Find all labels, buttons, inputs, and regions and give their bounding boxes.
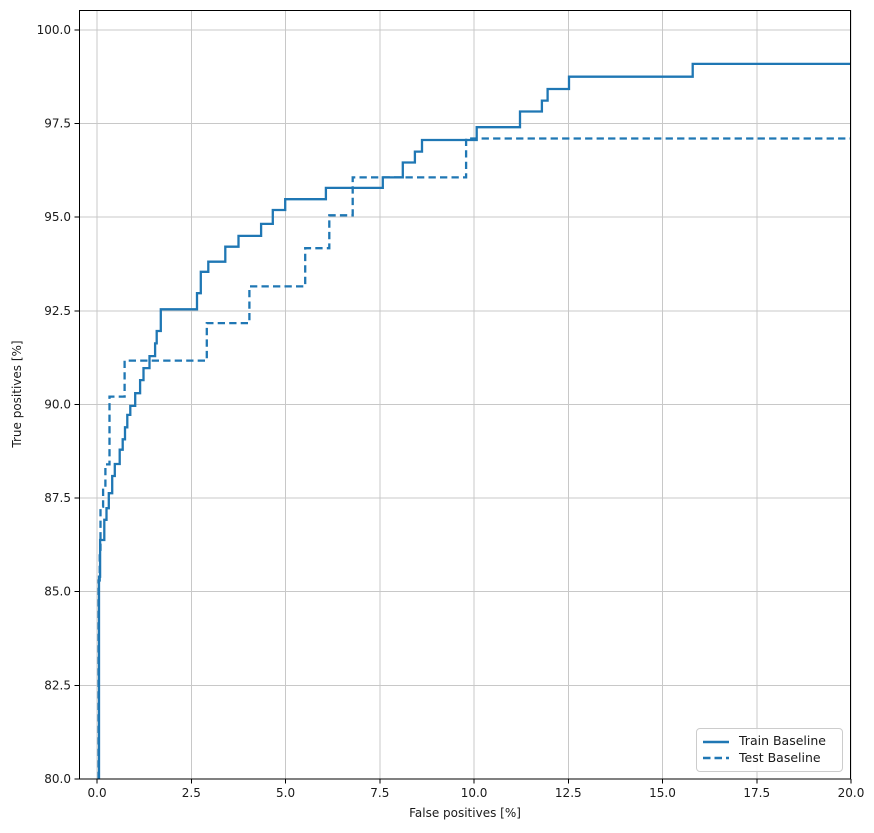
x-axis-label: False positives [%] <box>409 806 521 820</box>
x-tick-label: 20.0 <box>838 786 865 800</box>
legend-label-test: Test Baseline <box>739 750 821 766</box>
y-tick-label: 85.0 <box>44 585 71 599</box>
y-axis-label: True positives [%] <box>10 340 24 448</box>
legend: Train Baseline Test Baseline <box>696 728 843 772</box>
train-line-swatch-icon <box>703 740 729 743</box>
legend-item-train: Train Baseline <box>702 735 836 748</box>
y-tick-label: 95.0 <box>44 210 71 224</box>
test-line-swatch-icon <box>703 757 729 760</box>
y-tick-label: 82.5 <box>44 678 71 692</box>
x-tick-label: 0.0 <box>88 786 107 800</box>
y-tick-label: 97.5 <box>44 116 71 130</box>
y-tick-label: 100.0 <box>37 23 71 37</box>
x-tick-label: 12.5 <box>555 786 582 800</box>
x-tick-label: 15.0 <box>649 786 676 800</box>
y-tick-label: 87.5 <box>44 491 71 505</box>
test-baseline-line <box>97 137 851 779</box>
x-tick-label: 17.5 <box>743 786 770 800</box>
y-tick-label: 80.0 <box>44 772 71 786</box>
tick-layer: 0.0 2.5 5.0 7.5 10.0 12.5 15.0 17.5 20.0 80.0 82.5… <box>37 23 865 800</box>
legend-item-test: Test Baseline <box>702 752 836 765</box>
y-tick-label: 90.0 <box>44 397 71 411</box>
x-tick-label: 5.0 <box>276 786 295 800</box>
plot-border <box>79 10 851 780</box>
legend-label-train: Train Baseline <box>739 733 826 749</box>
train-baseline-line <box>97 62 851 779</box>
y-tick-label: 92.5 <box>44 304 71 318</box>
series-layer <box>97 62 851 779</box>
x-tick-label: 10.0 <box>461 786 488 800</box>
x-tick-label: 2.5 <box>182 786 201 800</box>
x-tick-label: 7.5 <box>370 786 389 800</box>
grid-layer <box>79 10 852 780</box>
